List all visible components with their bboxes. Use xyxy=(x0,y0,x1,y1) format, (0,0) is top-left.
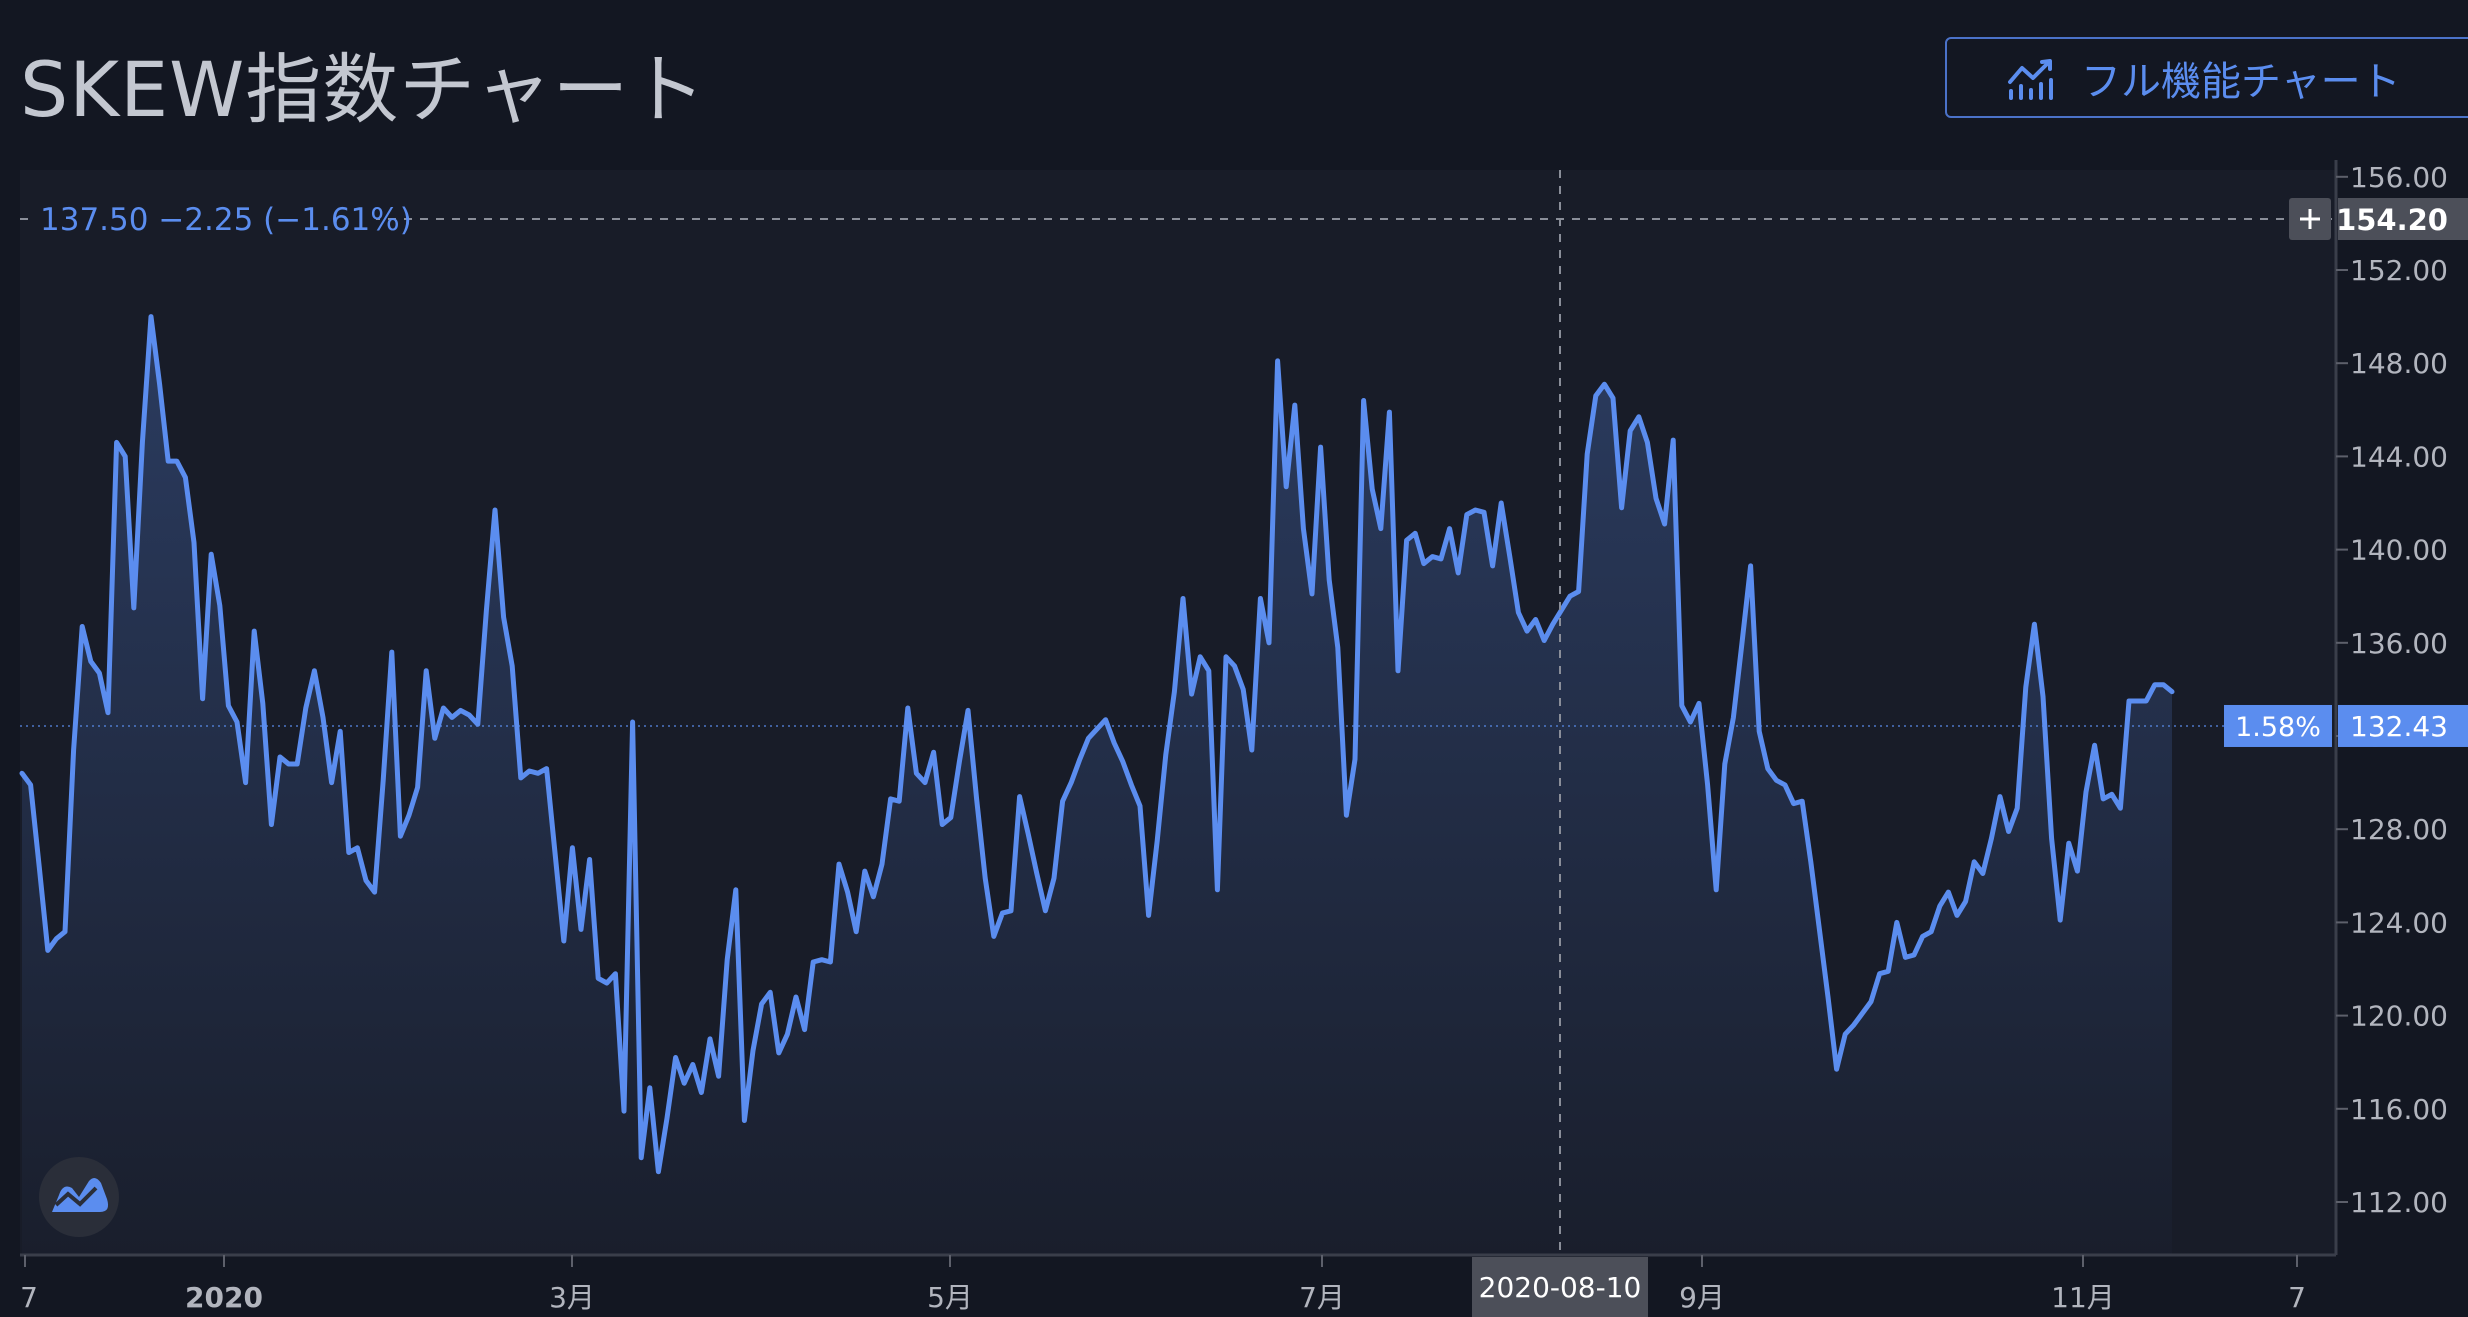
crosshair-date-label-bg xyxy=(1472,1257,1648,1317)
time-axis-label: 5月 xyxy=(927,1281,973,1314)
time-axis-label: 7 xyxy=(2288,1281,2306,1314)
price-axis-label: 112.00 xyxy=(2350,1186,2448,1219)
price-axis-label: 120.00 xyxy=(2350,1000,2448,1033)
price-axis-label: 116.00 xyxy=(2350,1093,2448,1126)
full-chart-button[interactable]: フル機能チャート xyxy=(1945,37,2468,118)
series-line xyxy=(19,314,2175,1175)
percent-change-label: 1.58% xyxy=(2235,712,2321,743)
percent-change-label-bg xyxy=(2224,704,2332,747)
crosshair-plus-button[interactable] xyxy=(2289,198,2331,240)
crosshair-price-label: 154.20 xyxy=(2336,203,2448,237)
price-axis-label: 124.00 xyxy=(2350,906,2448,939)
price-axis-label: 128.00 xyxy=(2350,813,2448,846)
last-price-label-bg xyxy=(2338,704,2468,747)
crosshair-date-label: 2020-08-10 xyxy=(1479,1271,1642,1304)
price-axis-label: 148.00 xyxy=(2350,347,2448,380)
price-axis-label: 144.00 xyxy=(2350,440,2448,473)
price-axis-label: 156.00 xyxy=(2350,161,2448,194)
tradingview-cloud-logo-icon[interactable] xyxy=(39,1157,119,1237)
price-axis-label: 152.00 xyxy=(2350,254,2448,287)
chart-line-icon xyxy=(2008,58,2053,100)
price-axis-label: 136.00 xyxy=(2350,627,2448,660)
price-axis-label: 140.00 xyxy=(2350,534,2448,567)
time-axis-label: 11月 xyxy=(2051,1281,2115,1314)
full-chart-button-label: フル機能チャート xyxy=(2081,58,2401,105)
time-axis-label: 7 xyxy=(20,1281,38,1314)
time-axis-label: 2020 xyxy=(185,1281,263,1314)
series-area xyxy=(22,316,2172,1256)
plus-icon xyxy=(2300,209,2320,229)
legend-background xyxy=(36,198,376,240)
page-title: SKEW指数チャート xyxy=(20,45,707,134)
ohlc-legend: 137.50 −2.25 (−1.61%) xyxy=(40,202,412,238)
crosshair-price-label-bg xyxy=(2338,198,2468,240)
time-axis-label: 3月 xyxy=(549,1281,595,1314)
time-axis-label: 9月 xyxy=(1679,1281,1725,1314)
last-price-label: 132.43 xyxy=(2350,710,2448,743)
time-axis-label: 7月 xyxy=(1299,1281,1345,1314)
